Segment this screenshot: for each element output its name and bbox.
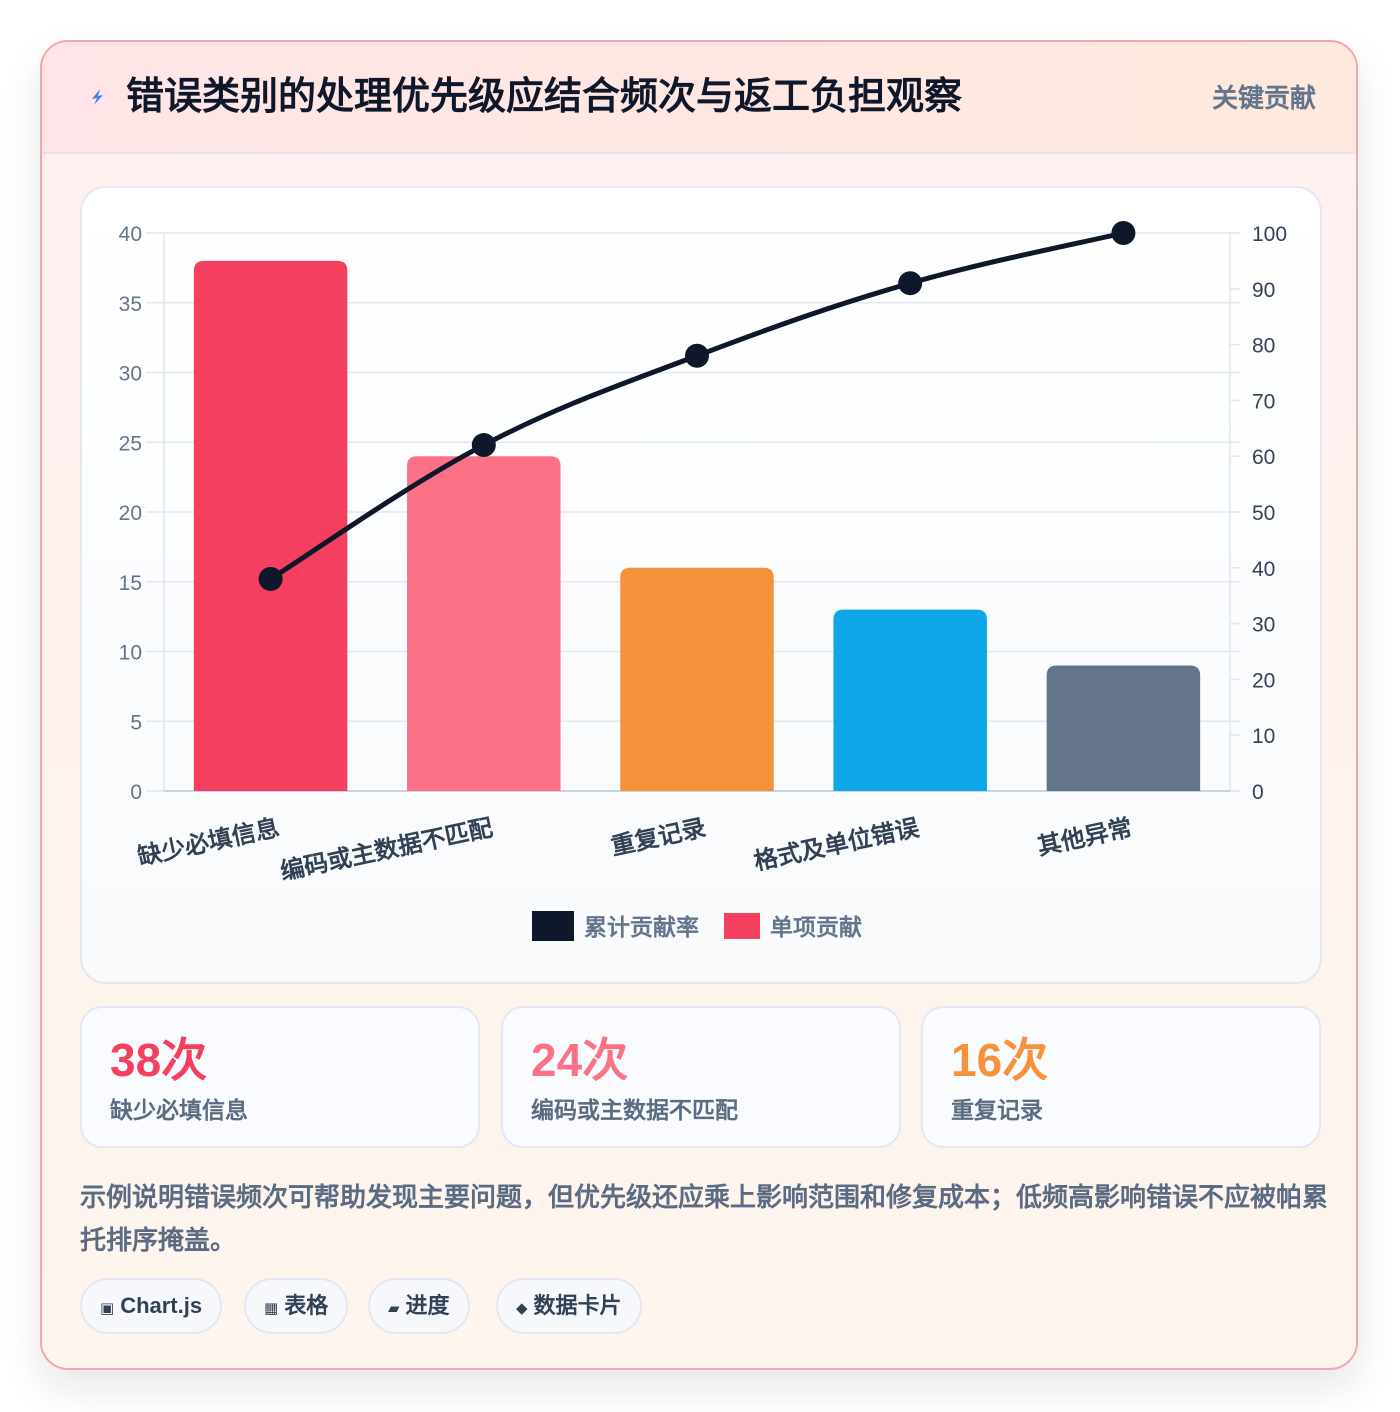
x-tick-label: 格式及单位错误 <box>751 813 922 876</box>
y-right-tick-label: 90 <box>1252 279 1275 302</box>
stat-value: 24次 <box>531 1034 629 1086</box>
legend-label-cumulative: 累计贡献率 <box>584 914 699 940</box>
legend-label-single: 单项贡献 <box>770 914 862 940</box>
chart-icon: ▣ <box>100 1300 115 1317</box>
stat-card-duplicate-records: 16次 重复记录 <box>921 1006 1321 1148</box>
bar-3 <box>620 567 774 791</box>
legend-swatch-single <box>724 913 760 939</box>
bar-4 <box>833 609 987 791</box>
tag-label: Chart.js <box>120 1293 203 1318</box>
y-right-tick-label: 70 <box>1252 390 1275 413</box>
chart-card: 错误类别的处理优先级应结合频次与返工负担观察 关键贡献 0 5 10 15 20 25 30… <box>40 40 1358 1370</box>
x-tick-label: 缺少必填信息 <box>135 813 282 870</box>
y-right-tick-label: 20 <box>1252 669 1275 692</box>
cumulative-line <box>268 230 1126 582</box>
y-right-tick-label: 30 <box>1252 614 1275 637</box>
pareto-chart: 0 5 10 15 20 25 30 35 40 0 10 20 30 40 50 60 70 80 90 100 缺少… <box>119 221 1287 941</box>
tag-data-card[interactable]: ◆ 数据卡片 <box>496 1278 642 1334</box>
insight-note: 示例说明错误频次可帮助发现主要问题，但优先级还应乘上影响范围和修复成本；低频高影… <box>80 1182 1329 1255</box>
y-left-tick-label: 10 <box>119 642 142 665</box>
key-contribution-badge: 关键贡献 <box>1211 83 1316 113</box>
stat-value: 38次 <box>110 1034 208 1086</box>
stat-card-missing-required: 38次 缺少必填信息 <box>80 1006 480 1148</box>
y-left-tick-label: 25 <box>119 432 142 455</box>
table-icon: ▦ <box>264 1300 279 1317</box>
stat-card-code-mismatch: 24次 编码或主数据不匹配 <box>501 1006 901 1148</box>
cumulative-point-1 <box>258 566 283 591</box>
y-left-tick-label: 30 <box>119 363 142 386</box>
x-tick-label: 编码或主数据不匹配 <box>278 813 495 885</box>
y-right-tick-label: 100 <box>1252 223 1287 246</box>
y-left-tick-label: 40 <box>119 223 142 246</box>
cumulative-point-2 <box>471 433 496 458</box>
y-right-tick-label: 10 <box>1252 725 1275 748</box>
y-left-tick-label: 35 <box>119 293 142 316</box>
y-left-tick-label: 0 <box>130 781 142 804</box>
tag-label: 进度 <box>405 1293 450 1318</box>
cumulative-point-3 <box>685 343 709 368</box>
y-right-tick-label: 0 <box>1252 781 1264 804</box>
stat-label: 重复记录 <box>951 1097 1043 1123</box>
progress-icon: ▰ <box>388 1300 400 1317</box>
page-title: 错误类别的处理优先级应结合频次与返工负担观察 <box>126 76 963 118</box>
lightning-bolt-icon <box>92 89 103 105</box>
tag-table[interactable]: ▦ 表格 <box>244 1278 349 1334</box>
x-tick-label: 其他异常 <box>1035 814 1135 860</box>
bar-2 <box>407 456 561 791</box>
y-right-tick-label: 40 <box>1252 558 1275 581</box>
y-left-tick-label: 20 <box>119 502 142 525</box>
tag-progress[interactable]: ▰ 进度 <box>368 1278 470 1334</box>
card-header: 错误类别的处理优先级应结合频次与返工负担观察 关键贡献 <box>42 42 1356 154</box>
cumulative-point-4 <box>898 271 923 296</box>
tag-chartjs[interactable]: ▣ Chart.js <box>80 1278 223 1334</box>
pareto-chart-panel: 0 5 10 15 20 25 30 35 40 0 10 20 30 40 50 60 70 80 90 100 缺少… <box>80 186 1322 984</box>
bar-5 <box>1046 665 1201 791</box>
data-card-icon: ◆ <box>516 1300 528 1317</box>
bar-1 <box>193 260 348 791</box>
legend-swatch-cumulative <box>532 911 574 941</box>
y-right-tick-label: 80 <box>1252 335 1275 358</box>
stat-value: 16次 <box>951 1034 1049 1086</box>
stat-label: 编码或主数据不匹配 <box>531 1097 738 1123</box>
tag-label: 表格 <box>284 1293 329 1318</box>
y-left-tick-label: 15 <box>119 572 142 595</box>
y-left-tick-label: 5 <box>130 711 142 734</box>
y-right-tick-label: 50 <box>1252 502 1275 525</box>
stat-label: 缺少必填信息 <box>110 1097 248 1123</box>
cumulative-point-5 <box>1111 221 1136 245</box>
x-tick-label: 重复记录 <box>609 814 709 860</box>
y-right-tick-label: 60 <box>1252 446 1275 469</box>
tag-label: 数据卡片 <box>533 1293 622 1318</box>
